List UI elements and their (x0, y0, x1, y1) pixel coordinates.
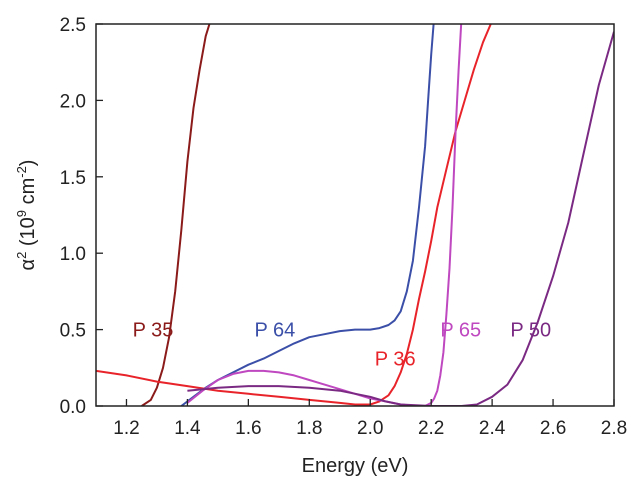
y-tick-label: 2.5 (60, 15, 86, 36)
y-tick-label: 0.0 (60, 397, 86, 418)
x-tick-label: 1.6 (235, 418, 261, 439)
x-tick-label: 2.2 (418, 418, 444, 439)
y-axis-title-unit: cm (17, 178, 39, 210)
y-axis-title-close: ) (17, 160, 39, 167)
series-label-p-65: P 65 (440, 320, 481, 342)
series-label-p-36: P 36 (375, 349, 416, 371)
x-tick-label: 1.4 (174, 418, 201, 439)
y-axis-title-alpha: α (17, 259, 39, 271)
plot-frame (95, 23, 615, 407)
y-axis: 0.0 0.5 1.0 1.5 2.0 2.5 (60, 15, 103, 418)
series-label-p-50: P 50 (510, 320, 551, 342)
x-tick-label: 2.0 (357, 418, 383, 439)
y-axis-title-open: (10 (17, 217, 39, 251)
series-label-p-64: P 64 (254, 320, 295, 342)
series-line-p-36 (96, 24, 492, 406)
series-labels: P 35 P 64 P 36 P 65 P 50 (133, 320, 552, 371)
y-tick-label: 1.0 (60, 244, 86, 265)
y-tick-label: 0.5 (60, 321, 86, 342)
x-tick-label: 2.4 (479, 418, 506, 439)
y-axis-title-alpha-sup: 2 (14, 252, 29, 259)
y-axis-title-exp: 9 (14, 210, 29, 217)
x-axis-title: Energy (eV) (302, 455, 409, 477)
y-tick-label: 1.5 (60, 168, 86, 189)
x-tick-label: 1.2 (113, 418, 139, 439)
x-axis: 1.2 1.4 1.6 1.8 2.0 2.2 2.4 2.6 2.8 (113, 399, 627, 439)
series-line-p-64 (180, 24, 435, 406)
x-tick-label: 2.6 (540, 418, 566, 439)
y-tick-label: 2.0 (60, 91, 86, 112)
series-line-p-50 (187, 31, 614, 406)
y-axis-title: α2 (109 cm-2) (14, 160, 39, 271)
series-line-p-65 (186, 24, 463, 406)
x-tick-label: 1.8 (296, 418, 322, 439)
series-layer (96, 24, 614, 406)
series-label-p-35: P 35 (133, 320, 174, 342)
x-tick-label: 2.8 (601, 418, 627, 439)
y-axis-title-unit-sup: -2 (14, 166, 29, 178)
series-line-p-35 (141, 24, 211, 406)
